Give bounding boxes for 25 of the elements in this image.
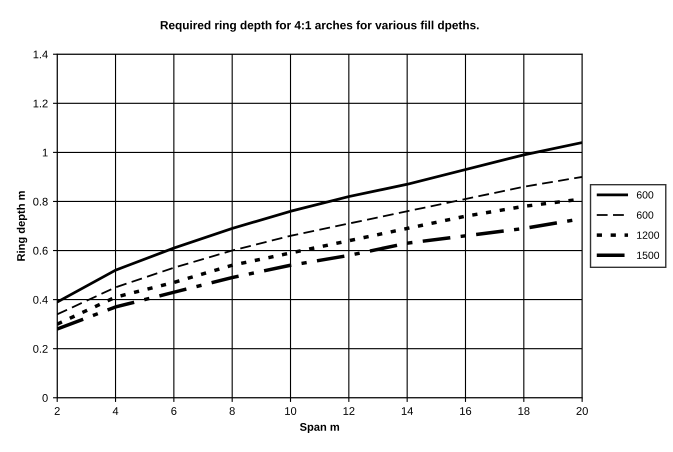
legend-label: 600 xyxy=(636,191,654,199)
x-tick-label: 2 xyxy=(54,407,60,415)
y-tick-label: 0.8 xyxy=(33,198,48,206)
legend-label: 1200 xyxy=(637,231,660,239)
x-tick-label: 4 xyxy=(112,407,118,415)
x-tick-label: 12 xyxy=(344,407,354,415)
legend-label: 600 xyxy=(636,211,654,219)
y-tick-label: 0.4 xyxy=(33,296,48,304)
chart-title: Required ring depth for 4:1 arches for various fill dpeths. xyxy=(160,20,479,32)
x-tick-label: 6 xyxy=(171,407,176,415)
x-tick-label: 10 xyxy=(285,407,296,415)
x-tick-label: 20 xyxy=(576,407,588,415)
y-tick-label: 0 xyxy=(42,394,48,402)
x-tick-label: 16 xyxy=(460,407,472,415)
legend-label: 1500 xyxy=(637,252,660,259)
x-tick-label: 18 xyxy=(518,407,530,415)
y-axis-title: Ring depth m xyxy=(16,191,28,261)
x-tick-label: 8 xyxy=(230,407,235,415)
y-tick-label: 0.2 xyxy=(33,344,48,353)
y-tick-label: 1.4 xyxy=(34,50,48,58)
x-axis-title: Span m xyxy=(300,422,340,434)
x-tick-label: 14 xyxy=(402,407,414,415)
y-tick-label: 1.2 xyxy=(34,100,48,108)
y-tick-label: 1 xyxy=(42,148,48,156)
y-tick-label: 0.6 xyxy=(33,246,48,255)
